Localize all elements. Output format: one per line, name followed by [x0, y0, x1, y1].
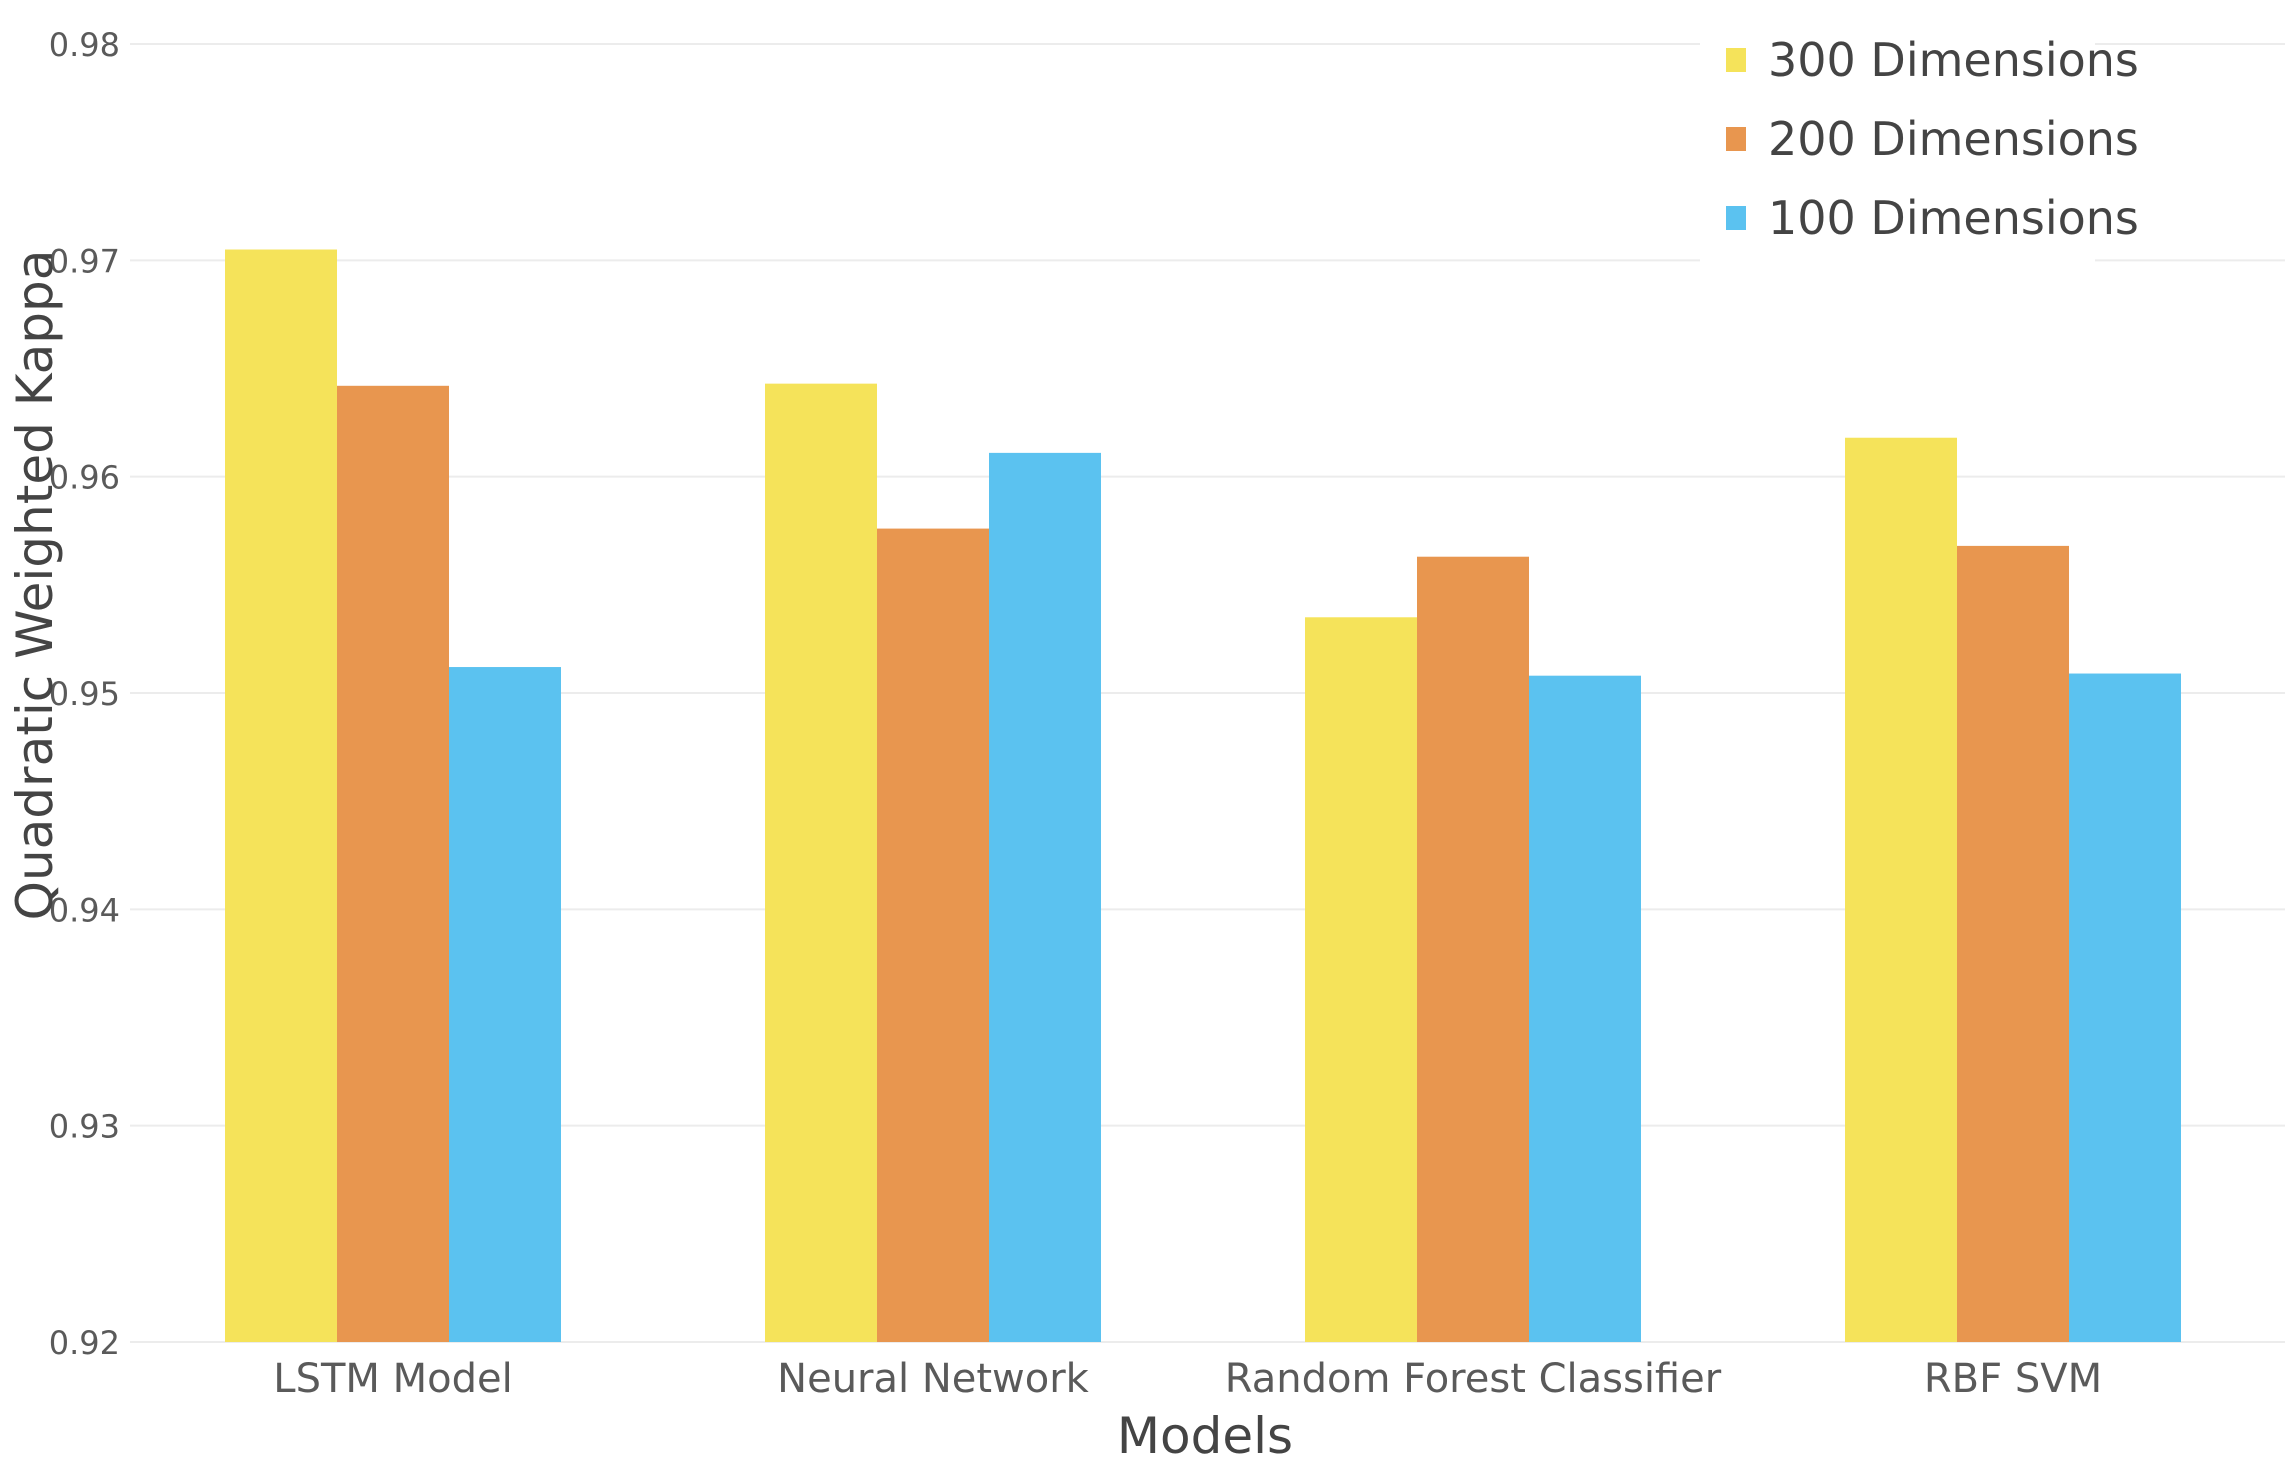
- y-tick-label: 0.94: [49, 891, 120, 929]
- y-axis-ticks: 0.92 0.93 0.94 0.95 0.96 0.97 0.98: [49, 26, 120, 1362]
- y-tick-label: 0.98: [49, 26, 120, 64]
- y-axis-title: Quadratic Weighted Kappa: [6, 250, 64, 921]
- bar-200-dimensions: [877, 528, 989, 1342]
- legend-label: 300 Dimensions: [1768, 33, 2139, 87]
- bar-200-dimensions: [337, 385, 449, 1343]
- bar-100-dimensions: [989, 452, 1101, 1342]
- x-tick-label: LSTM Model: [273, 1356, 512, 1402]
- bar-300-dimensions: [765, 383, 877, 1343]
- legend: 300 Dimensions 200 Dimensions 100 Dimensio…: [1700, 22, 2139, 262]
- bar-300-dimensions: [225, 249, 337, 1343]
- x-tick-label: RBF SVM: [1924, 1356, 2102, 1402]
- bar-100-dimensions: [1529, 675, 1641, 1342]
- bar-300-dimensions: [1305, 617, 1417, 1342]
- x-axis-ticks: LSTM Model Neural Network Random Forest Cl…: [273, 1356, 2102, 1402]
- x-tick-label: Random Forest Classifier: [1225, 1356, 1722, 1402]
- legend-label: 200 Dimensions: [1768, 112, 2139, 166]
- legend-background: [1700, 22, 2095, 262]
- bar-300-dimensions: [1845, 437, 1957, 1342]
- y-tick-label: 0.96: [49, 459, 120, 497]
- bar-100-dimensions: [2069, 673, 2181, 1342]
- bars: [225, 249, 2181, 1343]
- legend-swatch: [1726, 206, 1746, 230]
- x-tick-label: Neural Network: [777, 1356, 1090, 1402]
- y-tick-label: 0.93: [49, 1108, 120, 1146]
- y-tick-label: 0.92: [49, 1324, 120, 1362]
- bar-100-dimensions: [449, 667, 561, 1342]
- legend-label: 100 Dimensions: [1768, 191, 2139, 245]
- legend-swatch: [1726, 48, 1746, 72]
- y-tick-label: 0.97: [49, 242, 120, 280]
- legend-swatch: [1726, 127, 1746, 151]
- y-tick-label: 0.95: [49, 675, 120, 713]
- bar-200-dimensions: [1957, 545, 2069, 1342]
- x-axis-title: Models: [1117, 1407, 1293, 1465]
- bar-200-dimensions: [1417, 556, 1529, 1342]
